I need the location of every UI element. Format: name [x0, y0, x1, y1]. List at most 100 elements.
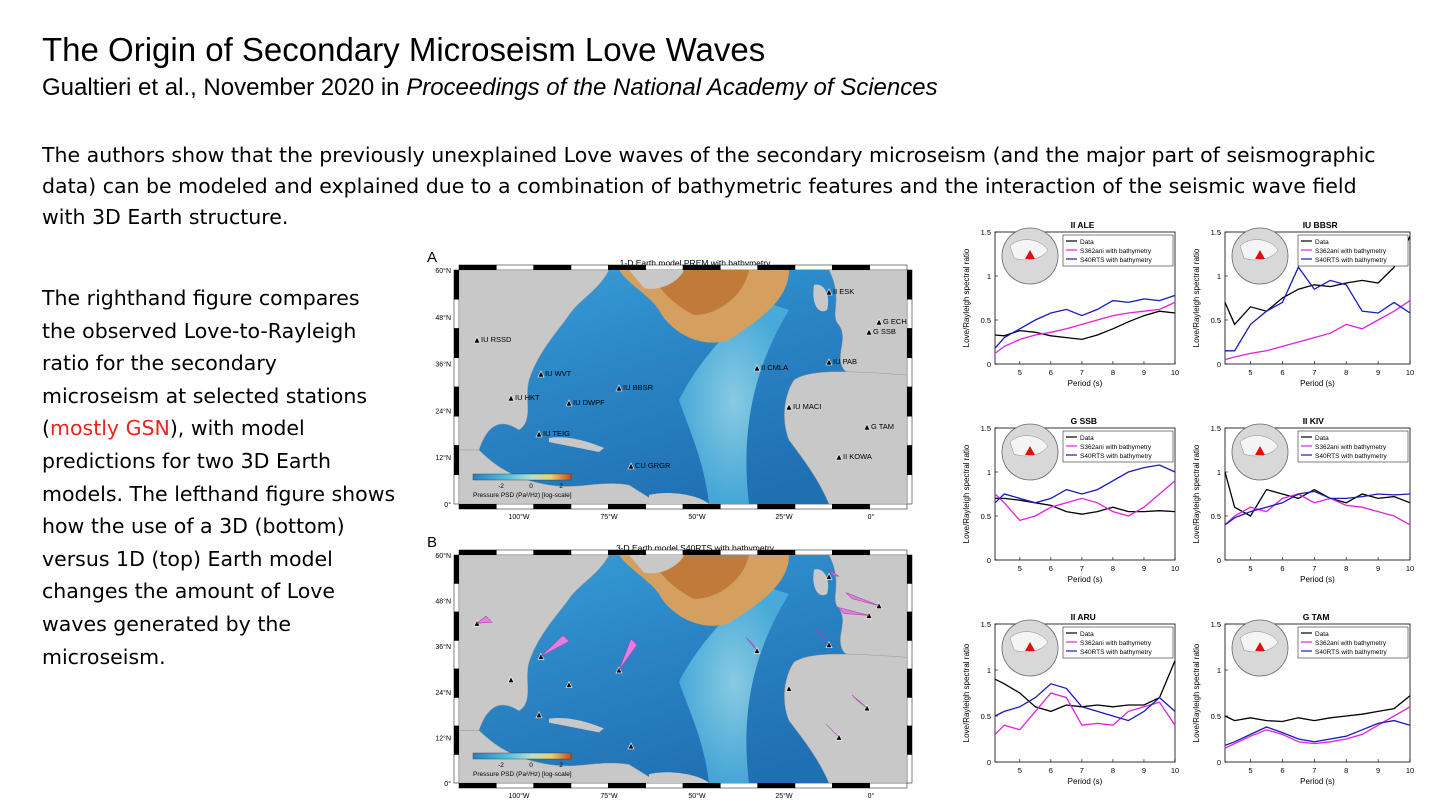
chart-svg: II KIV 0 0.5 1 1.5 5 6 7 8 9 10 Period (s) Love/Rayl…: [1192, 416, 1414, 584]
map-panel-b: B 3-D Earth model S40RTS with bathymetry -…: [425, 533, 915, 803]
colorbar: [472, 752, 572, 760]
x-axis-label: Period (s): [1300, 777, 1335, 786]
station-title: II ARU: [1071, 612, 1096, 622]
station-marker: [875, 318, 883, 326]
x-tick-label: 10: [1171, 368, 1179, 377]
x-tick-label: 6: [1280, 368, 1284, 377]
station-marker-icon: [1255, 446, 1265, 455]
legend-label: S40RTS with bathymetry: [1080, 649, 1153, 656]
lon-tick: 50°W: [688, 513, 706, 521]
x-tick-label: 7: [1080, 766, 1084, 775]
x-axis-label: Period (s): [1068, 379, 1103, 388]
series-line-2: [1224, 490, 1411, 526]
x-tick-label: 7: [1312, 564, 1316, 573]
station-marker: [507, 676, 515, 684]
ridge: [679, 300, 789, 504]
chart-svg: II ALE 0 0.5 1 1.5 5 6 7 8 9 10 Period (s) Love/Rayl…: [962, 220, 1179, 388]
station-marker: [565, 399, 573, 407]
legend-box: [1062, 430, 1174, 463]
lat-tick: 60°N: [435, 552, 451, 560]
legend-label: S40RTS with bathymetry: [1315, 257, 1388, 264]
lat-tick: 48°N: [435, 598, 451, 606]
station-marker-icon: [1025, 250, 1035, 259]
station-marker: [537, 370, 545, 378]
map-svg: A 1-D Earth model PREM with bathymetry -2 0…: [427, 249, 913, 521]
series-line-1: [994, 301, 1176, 354]
station-label: II KOWA: [843, 452, 872, 461]
south-america: [649, 493, 709, 504]
colorbar-tick: 0: [529, 762, 533, 769]
legend-label: Data: [1315, 631, 1329, 638]
north-america: [459, 270, 610, 451]
station-panel-ii-kiv: II KIV 0 0.5 1 1.5 5 6 7 8 9 10 Period (s) Love/Rayl…: [1185, 408, 1420, 598]
y-tick-label: 0: [1217, 758, 1221, 767]
station-marker: [507, 394, 515, 402]
series-line-2: [994, 464, 1176, 504]
y-tick-label: 0.5: [1211, 316, 1221, 325]
love-wave-arrow: [618, 638, 638, 671]
lon-tick: 25°W: [775, 513, 793, 521]
station-label: G SSB: [873, 327, 896, 336]
y-tick-label: 0.5: [981, 316, 991, 325]
y-axis-label: Love/Rayleigh spectral ratio: [962, 643, 971, 742]
x-tick-label: 5: [1248, 368, 1252, 377]
y-axis-label: Love/Rayleigh spectral ratio: [1192, 643, 1201, 742]
lat-tick: 12°N: [435, 454, 451, 462]
station-panel-iu-bbsr: IU BBSR 0 0.5 1 1.5 5 6 7 8 9 10 Period (s) Love/Ray…: [1185, 212, 1420, 402]
series-line-1: [994, 480, 1176, 522]
station-title: IU BBSR: [1303, 220, 1338, 230]
lat-tick: 36°N: [435, 643, 451, 651]
lat-tick: 48°N: [435, 314, 451, 322]
legend-box: [1297, 430, 1409, 463]
legend-label: Data: [1080, 239, 1094, 246]
x-tick-label: 8: [1344, 564, 1348, 573]
x-tick-label: 5: [1248, 766, 1252, 775]
greenland: [629, 555, 684, 574]
legend-label: S40RTS with bathymetry: [1315, 649, 1388, 656]
lon-tick: 75°W: [600, 792, 618, 800]
legend-box: [1062, 626, 1174, 659]
station-marker: [785, 684, 793, 692]
x-tick-label: 6: [1049, 368, 1053, 377]
x-tick-label: 10: [1406, 368, 1414, 377]
x-tick-label: 9: [1376, 564, 1380, 573]
y-tick-label: 1.5: [1211, 228, 1221, 237]
cuba: [549, 437, 604, 452]
series-line-0: [1224, 236, 1411, 326]
series-line-2: [1225, 265, 1411, 352]
y-axis-label: Love/Rayleigh spectral ratio: [1192, 248, 1201, 347]
legend-label: Data: [1080, 435, 1094, 442]
citation-journal: Proceedings of the National Academy of S…: [406, 74, 938, 101]
station-label: G TAM: [871, 422, 894, 431]
station-marker: [565, 680, 573, 688]
y-tick-label: 1.5: [1211, 620, 1221, 629]
colorbar-tick: -2: [498, 762, 504, 769]
lon-tick: 50°W: [688, 792, 706, 800]
x-tick-label: 8: [1344, 368, 1348, 377]
station-label: IU HKT: [515, 393, 540, 402]
central-america: [459, 449, 660, 504]
panel-letter: B: [427, 534, 437, 551]
station-label: II CMLA: [761, 363, 788, 372]
uk: [813, 284, 829, 312]
love-wave-arrow: [837, 606, 870, 616]
station-label: CU GRGR: [635, 461, 671, 470]
x-tick-label: 8: [1111, 766, 1115, 775]
station-marker: [825, 358, 833, 366]
x-tick-label: 9: [1376, 766, 1380, 775]
globe-land: [1009, 631, 1049, 653]
station-title: II KIV: [1303, 416, 1325, 426]
station-marker-icon: [1025, 446, 1035, 455]
station-marker: [615, 384, 623, 392]
station-marker: [825, 572, 833, 580]
y-tick-label: 1: [1217, 666, 1221, 675]
x-axis-label: Period (s): [1300, 575, 1335, 584]
y-tick-label: 1.5: [981, 424, 991, 433]
lon-tick: 0°: [868, 513, 875, 521]
x-tick-label: 5: [1248, 564, 1252, 573]
colorbar-tick: 2: [559, 483, 563, 490]
x-tick-label: 10: [1171, 766, 1179, 775]
station-label: G ECH: [883, 317, 907, 326]
colorbar-label: Pressure PSD (Pa²/Hz) [log-scale]: [473, 771, 572, 778]
globe-land: [1239, 239, 1279, 261]
